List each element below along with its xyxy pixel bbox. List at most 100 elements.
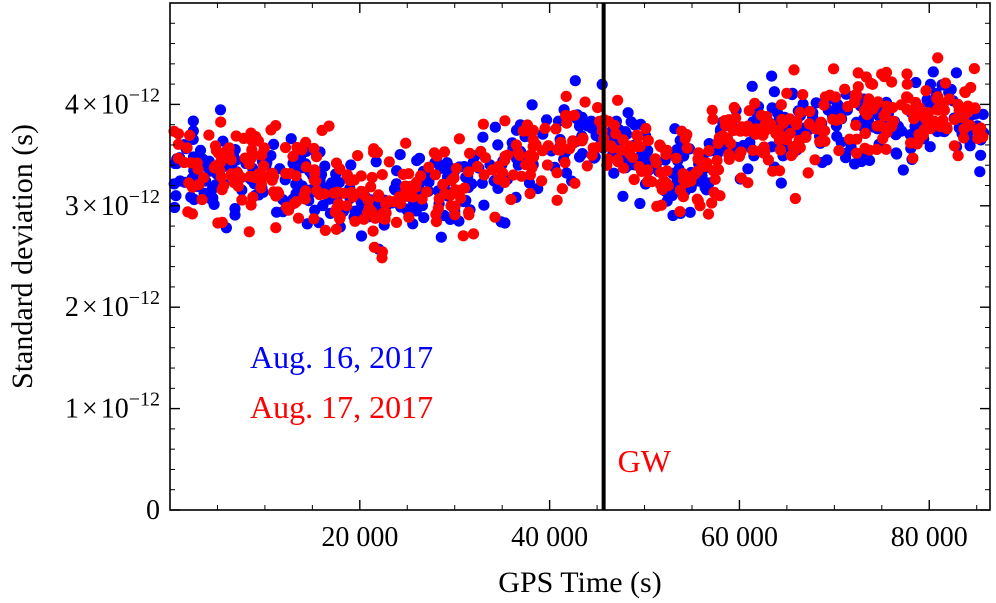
data-point	[842, 100, 854, 113]
data-point	[706, 197, 718, 209]
data-point	[612, 156, 624, 168]
data-point	[556, 183, 569, 195]
data-point	[524, 188, 536, 200]
data-point	[373, 189, 385, 201]
x-axis-label: GPS Time (s)	[498, 566, 661, 599]
data-point	[774, 144, 787, 156]
data-point	[524, 169, 537, 181]
data-point	[977, 108, 989, 120]
data-point	[953, 104, 965, 116]
data-point	[345, 159, 357, 171]
data-point	[551, 194, 563, 206]
data-point	[712, 164, 725, 176]
data-point	[539, 122, 551, 134]
data-point	[775, 177, 787, 189]
y-tick-base: 10	[101, 191, 129, 222]
data-point	[476, 177, 488, 189]
y-tick-base: 10	[101, 394, 129, 425]
data-point	[831, 130, 843, 142]
data-point	[560, 167, 573, 179]
data-point	[852, 67, 864, 79]
data-point	[781, 87, 793, 99]
data-point	[341, 169, 353, 181]
plot-frame	[169, 2, 991, 511]
data-point	[555, 136, 567, 148]
data-point	[948, 140, 961, 152]
data-point	[245, 199, 257, 211]
data-point	[449, 209, 461, 221]
data-point	[362, 195, 374, 207]
data-point	[974, 166, 986, 178]
data-point	[187, 115, 199, 127]
data-point	[292, 212, 305, 224]
data-point	[605, 140, 617, 152]
data-point	[415, 170, 427, 182]
data-point	[859, 142, 871, 154]
data-point	[394, 149, 406, 161]
data-point	[178, 156, 190, 169]
data-point	[489, 211, 501, 223]
data-point	[949, 113, 961, 126]
data-point	[567, 135, 579, 147]
data-point	[852, 81, 864, 93]
data-point	[939, 77, 952, 89]
data-point	[625, 116, 637, 128]
data-point	[376, 246, 388, 258]
data-point	[463, 206, 475, 218]
data-point	[520, 159, 532, 171]
data-point	[581, 160, 593, 172]
data-point	[365, 181, 377, 193]
data-point	[775, 99, 787, 111]
data-point	[568, 109, 581, 121]
data-point	[203, 129, 215, 141]
data-point	[181, 142, 193, 154]
data-point	[355, 170, 367, 182]
x-tick-label: 40 000	[511, 522, 588, 553]
data-point	[790, 119, 803, 131]
data-point	[785, 150, 797, 162]
data-point	[777, 117, 789, 130]
data-point	[958, 132, 970, 144]
data-point	[196, 194, 208, 206]
data-point	[891, 148, 903, 160]
data-point	[610, 128, 622, 140]
y-tick-exponent: −12	[129, 186, 160, 208]
data-point	[478, 169, 490, 181]
data-point	[186, 208, 198, 220]
data-point	[428, 147, 440, 159]
data-point	[950, 67, 963, 79]
data-point	[628, 173, 640, 186]
data-point	[674, 184, 687, 196]
data-point	[429, 169, 441, 181]
data-point	[308, 174, 320, 186]
data-point	[433, 193, 445, 205]
data-point	[634, 197, 646, 210]
data-point	[402, 190, 414, 202]
data-point	[833, 145, 845, 157]
data-point	[615, 144, 627, 156]
data-point	[499, 217, 511, 229]
data-point	[489, 121, 501, 133]
data-point	[577, 132, 589, 144]
data-point	[352, 204, 364, 217]
data-point	[875, 120, 888, 132]
data-point	[218, 180, 230, 192]
data-point	[920, 85, 932, 97]
data-point	[742, 163, 754, 175]
data-point	[793, 134, 805, 146]
data-point	[559, 157, 571, 169]
data-point	[666, 189, 678, 202]
data-point	[702, 208, 715, 220]
data-point	[876, 68, 888, 80]
gw-event-label: GW	[618, 443, 672, 479]
data-point	[467, 228, 480, 240]
data-point	[205, 193, 217, 205]
data-point	[316, 124, 328, 136]
data-point	[455, 192, 467, 204]
data-point	[661, 165, 673, 177]
data-point	[762, 154, 775, 166]
y-tick-label: 1 × 10−12	[65, 389, 160, 425]
data-point	[723, 148, 735, 160]
data-point	[829, 91, 842, 103]
